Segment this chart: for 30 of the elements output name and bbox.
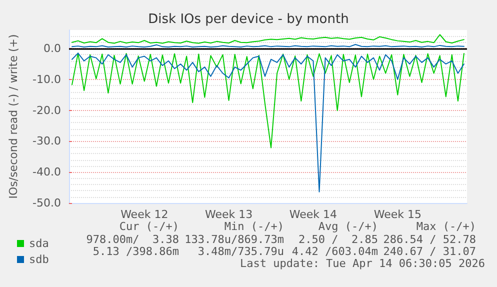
x-tick-label: Week 13 bbox=[204, 208, 253, 221]
x-tick-label: Week 12 bbox=[120, 208, 168, 221]
text: 4.42 /603.04m bbox=[292, 245, 378, 258]
text: 3.48m/735.79u bbox=[198, 245, 284, 258]
x-tick-label: Week 15 bbox=[374, 208, 422, 221]
y-tick-label: -40.0 bbox=[32, 166, 61, 179]
y-tick-label: -30.0 bbox=[32, 134, 61, 148]
text: 5.13 /398.86m bbox=[92, 245, 180, 258]
text: Avg (-/+) bbox=[318, 220, 378, 233]
text: 133.78u/869.73m bbox=[184, 233, 284, 246]
y-tick-label: -50.0 bbox=[32, 196, 61, 210]
y-axis-title: IOs/second read (-) / write (+) bbox=[7, 34, 20, 199]
line-series bbox=[72, 52, 464, 148]
legend-label: sda bbox=[29, 237, 49, 250]
y-tick-label: -20.0 bbox=[32, 104, 61, 117]
legend-label: sdb bbox=[29, 253, 49, 266]
y-tick-label: -10.0 bbox=[32, 72, 61, 86]
text: 286.54 / 52.78 bbox=[383, 233, 476, 246]
text: Max (-/+) bbox=[416, 220, 476, 233]
text: Min (-/+) bbox=[224, 220, 284, 233]
text: 2.50 / 2.85 bbox=[298, 233, 378, 246]
chart-title: Disk IOs per device - by month bbox=[148, 12, 349, 27]
x-tick-label: Week 14 bbox=[289, 208, 338, 221]
text: 978.00m/ 3.38 bbox=[86, 233, 179, 246]
text: Last update: Tue Apr 14 06:30:05 2026 bbox=[240, 257, 486, 270]
text: Cur (-/+) bbox=[119, 220, 179, 233]
line-series bbox=[72, 52, 464, 192]
y-tick-label: 0.0 bbox=[44, 42, 61, 56]
line-series bbox=[72, 34, 464, 44]
text: 240.67 / 31.07 bbox=[383, 245, 476, 258]
